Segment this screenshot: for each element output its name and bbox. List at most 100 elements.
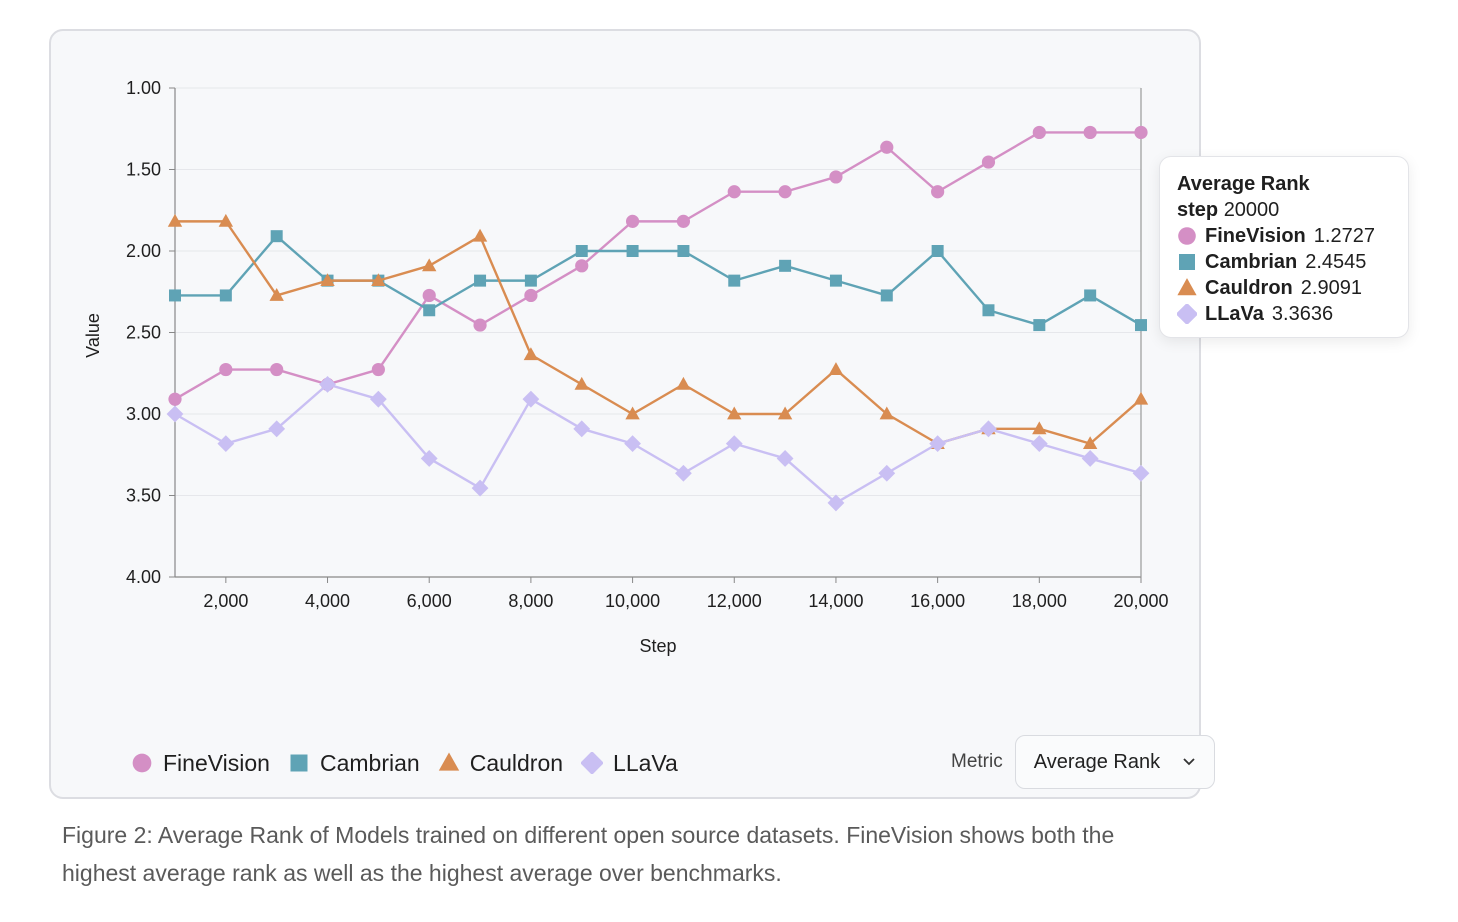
tooltip-series-value: 2.9091	[1300, 277, 1362, 299]
x-tick-label: 16,000	[910, 591, 965, 611]
circle-icon	[1178, 227, 1196, 245]
data-point	[371, 362, 385, 377]
tooltip-row-llava: LLaVa 3.3636	[1177, 301, 1391, 327]
circle-icon	[132, 753, 152, 773]
diamond-icon	[1177, 304, 1197, 324]
data-point	[829, 170, 843, 184]
x-tick-label: 14,000	[808, 591, 863, 611]
data-point	[931, 245, 944, 257]
diamond-marker	[1177, 304, 1197, 324]
y-tick-label: 4.00	[126, 567, 161, 587]
diamond-icon	[581, 752, 604, 774]
data-point	[879, 406, 894, 420]
data-point	[320, 273, 335, 287]
tooltip-step-value: 20000	[1223, 199, 1280, 221]
data-point	[675, 464, 692, 482]
data-point	[1132, 464, 1150, 482]
data-point	[676, 214, 691, 228]
data-point	[574, 376, 589, 390]
data-point	[219, 362, 233, 377]
data-point	[1133, 391, 1149, 405]
data-point	[474, 274, 487, 287]
data-point	[573, 420, 591, 438]
data-point	[422, 258, 437, 272]
x-axis-title: Step	[639, 636, 676, 656]
legend-item-cambrian[interactable]: Cambrian	[288, 750, 420, 777]
y-tick-label: 3.00	[126, 404, 161, 424]
data-point	[270, 362, 284, 377]
data-point	[929, 435, 947, 453]
x-tick-label: 6,000	[407, 591, 452, 611]
x-tick-label: 10,000	[605, 591, 660, 611]
series-cambrian[interactable]	[169, 230, 1147, 332]
legend-item-finevision[interactable]: FineVision	[131, 750, 270, 777]
data-point	[524, 288, 538, 303]
legend-label: LLaVa	[613, 749, 678, 776]
x-tick-label: 20,000	[1113, 591, 1168, 611]
tooltip-series-name: LLaVa	[1205, 303, 1264, 325]
tooltip-row-cauldron: Cauldron 2.9091	[1177, 275, 1391, 301]
circle-marker	[132, 753, 152, 773]
data-point	[727, 406, 742, 420]
x-tick-label: 4,000	[305, 591, 350, 611]
tooltip-rows: FineVision 1.2727 Cambrian 2.4545 Cauldron 2.…	[1177, 223, 1391, 327]
triangle-marker	[1177, 278, 1197, 296]
chevron-down-icon	[1183, 758, 1195, 766]
data-point	[270, 230, 283, 243]
square-marker	[290, 754, 308, 772]
diamond-marker	[581, 752, 604, 774]
data-point	[625, 406, 640, 420]
data-point	[218, 213, 234, 227]
data-point	[219, 289, 232, 302]
legend-item-cauldron[interactable]: Cauldron	[438, 750, 563, 777]
data-point	[677, 245, 690, 257]
tooltip-row-finevision: FineVision 1.2727	[1177, 223, 1391, 249]
data-point	[829, 274, 842, 287]
y-tick-label: 1.50	[126, 160, 161, 180]
data-point	[472, 228, 488, 242]
series-line	[174, 383, 1142, 505]
data-point	[980, 420, 997, 438]
data-point	[878, 464, 896, 482]
data-point	[167, 213, 183, 227]
legend: FineVision Cambrian Cauldron LLaVa	[131, 745, 678, 781]
tooltip-step: step 20000	[1177, 197, 1391, 223]
data-point	[1032, 421, 1047, 435]
triangle-icon	[1177, 278, 1197, 296]
gridlines	[175, 87, 1141, 578]
x-tick-label: 18,000	[1012, 591, 1067, 611]
data-point	[217, 435, 235, 453]
series-finevision[interactable]	[168, 125, 1148, 406]
data-point	[1135, 319, 1147, 332]
data-point	[728, 274, 741, 287]
y-axis-title: Value	[83, 313, 103, 358]
legend-label: Cauldron	[469, 749, 564, 776]
data-point	[319, 375, 336, 393]
data-point	[778, 185, 792, 199]
tooltip-series-name: FineVision	[1205, 225, 1306, 247]
data-point	[625, 214, 640, 228]
legend-item-llava[interactable]: LLaVa	[581, 750, 678, 777]
series-line	[175, 234, 1142, 327]
data-point	[828, 362, 844, 375]
tooltip-series-name: Cambrian	[1205, 251, 1298, 273]
data-point	[473, 318, 487, 332]
data-point	[931, 185, 945, 199]
x-tick-label: 12,000	[707, 591, 762, 611]
chart-card: 1.00 1.50 2.00 2.50 3.00 3.50 4.00 2,000 4,000 6,…	[49, 29, 1215, 799]
data-point	[423, 304, 436, 317]
hover-tooltip: Average Rank step 20000 FineVision 1.2727…	[1159, 156, 1409, 338]
data-point	[371, 273, 386, 287]
square-marker	[1179, 254, 1195, 270]
data-point	[1033, 319, 1046, 332]
line-chart[interactable]: 1.00 1.50 2.00 2.50 3.00 3.50 4.00 2,000 4,000 6,…	[51, 31, 1201, 691]
data-point	[727, 185, 741, 199]
data-point	[1032, 125, 1046, 140]
metric-label: Metric	[951, 751, 1003, 772]
data-point	[1082, 436, 1098, 450]
data-point	[982, 304, 995, 317]
square-icon	[290, 754, 308, 772]
data-point	[779, 259, 792, 272]
metric-select[interactable]: Average Rank	[1014, 735, 1215, 789]
series-llava[interactable]	[166, 375, 1150, 512]
